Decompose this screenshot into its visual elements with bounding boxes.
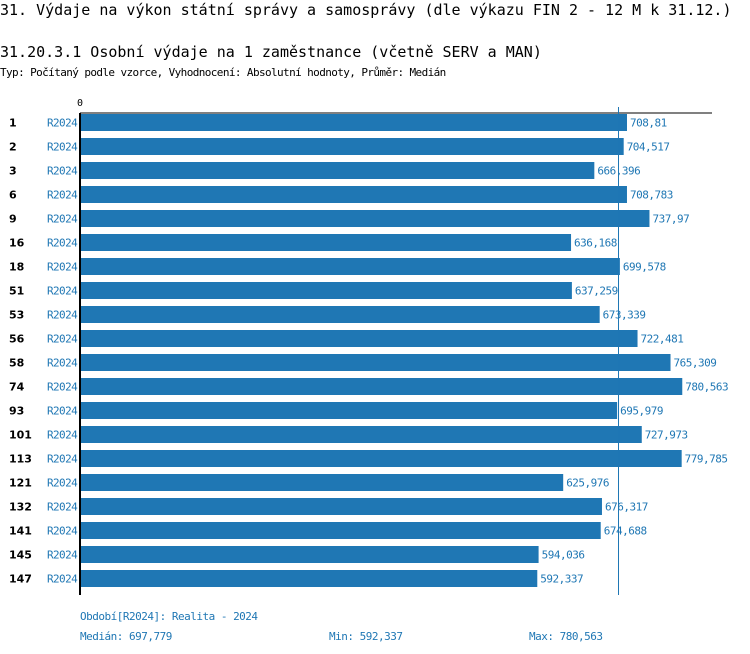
median-label: Medián: 697,779 <box>80 630 172 643</box>
bar-value-label: 722,481 <box>641 333 684 346</box>
bar-value-label: 708,81 <box>630 117 667 130</box>
bar-value-label: 704,517 <box>627 141 670 154</box>
bar <box>81 258 620 275</box>
series-label: R2024 <box>47 117 78 130</box>
bar <box>81 450 682 467</box>
bar-value-label: 592,337 <box>540 573 583 586</box>
category-label: 1 <box>9 117 17 130</box>
bar <box>81 522 601 539</box>
category-label: 74 <box>9 381 25 394</box>
series-label: R2024 <box>47 549 78 562</box>
bar <box>81 138 624 155</box>
bar-value-label: 674,688 <box>604 525 647 538</box>
bar-value-label: 666,396 <box>597 165 640 178</box>
chart-description: Typ: Počítaný podle vzorce, Vyhodnocení:… <box>0 66 446 79</box>
series-label: R2024 <box>47 189 78 202</box>
category-label: 58 <box>9 357 24 370</box>
category-label: 18 <box>9 261 24 274</box>
bar-value-label: 765,309 <box>674 357 717 370</box>
min-label: Min: 592,337 <box>329 630 403 643</box>
bar <box>81 234 572 251</box>
bar-value-label: 594,036 <box>542 549 585 562</box>
legend-period: Období[R2024]: Realita - 2024 <box>80 610 258 623</box>
bar <box>81 426 642 443</box>
bar-value-label: 625,976 <box>566 477 609 490</box>
bar-value-label: 676,317 <box>605 501 648 514</box>
category-label: 145 <box>9 549 32 562</box>
category-label: 9 <box>9 213 17 226</box>
bar-value-label: 695,979 <box>620 405 663 418</box>
series-label: R2024 <box>47 261 78 274</box>
series-label: R2024 <box>47 501 78 514</box>
bar <box>81 354 671 371</box>
bar-value-label: 636,168 <box>574 237 617 250</box>
bar <box>81 378 683 395</box>
bar <box>81 474 564 491</box>
series-label: R2024 <box>47 213 78 226</box>
bar-value-label: 727,973 <box>645 429 688 442</box>
series-label: R2024 <box>47 381 78 394</box>
series-label: R2024 <box>47 309 78 322</box>
series-label: R2024 <box>47 333 78 346</box>
category-label: 141 <box>9 525 32 538</box>
bar-value-label: 708,783 <box>630 189 673 202</box>
category-label: 16 <box>9 237 25 250</box>
bar <box>81 402 618 419</box>
category-label: 6 <box>9 189 17 202</box>
x-tick-label: 0 <box>77 98 83 109</box>
bar <box>81 114 627 131</box>
series-label: R2024 <box>47 357 78 370</box>
series-label: R2024 <box>47 429 78 442</box>
bar-value-label: 673,339 <box>603 309 646 322</box>
max-label: Max: 780,563 <box>529 630 603 643</box>
page-title: 31. Výdaje na výkon státní správy a samo… <box>0 1 732 19</box>
series-label: R2024 <box>47 525 78 538</box>
bar-value-label: 699,578 <box>623 261 666 274</box>
bar <box>81 282 572 299</box>
category-label: 3 <box>9 165 17 178</box>
bar <box>81 498 602 515</box>
category-label: 147 <box>9 573 32 586</box>
category-label: 56 <box>9 333 25 346</box>
bar-value-label: 779,785 <box>685 453 728 466</box>
bar <box>81 210 650 227</box>
category-label: 113 <box>9 453 32 466</box>
category-label: 53 <box>9 309 24 322</box>
category-label: 132 <box>9 501 32 514</box>
bar <box>81 570 538 587</box>
bar-value-label: 737,97 <box>652 213 689 226</box>
series-label: R2024 <box>47 405 78 418</box>
category-label: 2 <box>9 141 17 154</box>
category-label: 121 <box>9 477 32 490</box>
series-label: R2024 <box>47 285 78 298</box>
series-label: R2024 <box>47 237 78 250</box>
category-label: 101 <box>9 429 32 442</box>
bar <box>81 186 627 203</box>
series-label: R2024 <box>47 165 78 178</box>
series-label: R2024 <box>47 453 78 466</box>
bar-value-label: 637,259 <box>575 285 618 298</box>
bar <box>81 306 600 323</box>
series-label: R2024 <box>47 141 78 154</box>
series-label: R2024 <box>47 477 78 490</box>
series-label: R2024 <box>47 573 78 586</box>
bar <box>81 330 638 347</box>
bar <box>81 546 539 563</box>
bar <box>81 162 595 179</box>
category-label: 51 <box>9 285 24 298</box>
bar-value-label: 780,563 <box>685 381 728 394</box>
category-label: 93 <box>9 405 24 418</box>
chart-title: 31.20.3.1 Osobní výdaje na 1 zaměstnance… <box>0 43 542 61</box>
